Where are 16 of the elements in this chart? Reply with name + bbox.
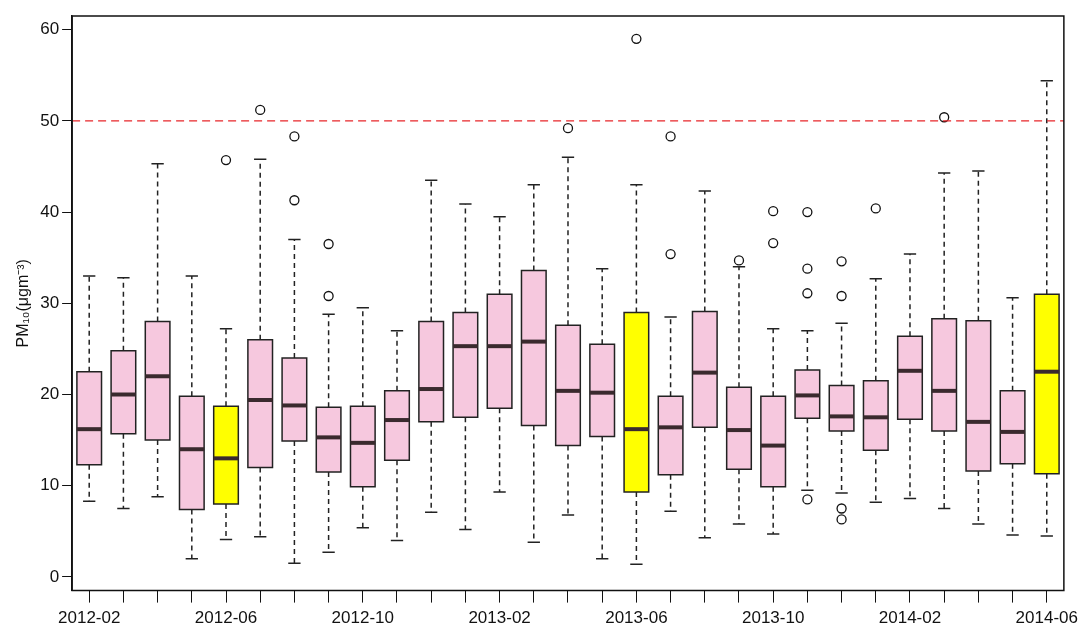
x-tick-label: 2012-10 <box>331 608 394 628</box>
x-tick-label: 2013-10 <box>741 608 805 628</box>
x-tick-label: 2014-06 <box>1015 608 1078 628</box>
x-tick-label: 2012-02 <box>58 608 121 628</box>
y-axis-title: PM₁₀(μgm⁻³) <box>14 259 32 348</box>
y-tick-label: 0 <box>49 566 60 586</box>
y-tick-label: 30 <box>40 292 60 312</box>
y-tick-label: 50 <box>40 110 60 130</box>
x-tick-label: 2013-06 <box>605 608 668 628</box>
x-tick-label: 2012-06 <box>194 608 258 628</box>
y-tick-label: 40 <box>40 201 60 221</box>
y-tick-label: 10 <box>40 475 60 495</box>
y-tick-label: 60 <box>40 19 60 39</box>
x-tick-label: 2014-02 <box>878 608 942 628</box>
x-tick-label: 2013-02 <box>468 608 531 628</box>
y-tick-label: 20 <box>40 384 60 404</box>
